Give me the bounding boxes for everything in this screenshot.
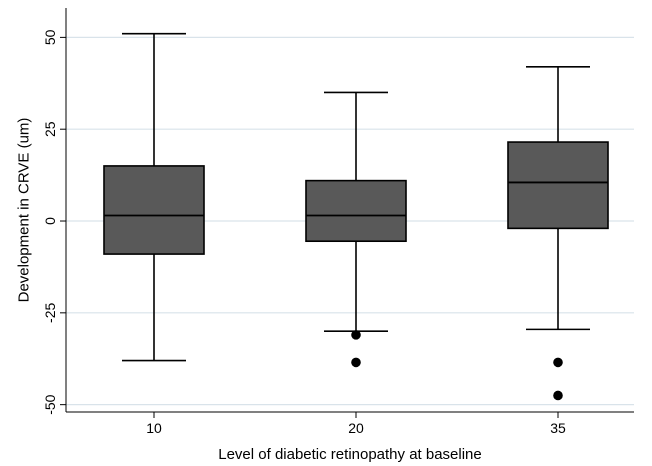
- y-ticks: -50 -25 0 25 50: [42, 29, 66, 415]
- outlier-point: [553, 357, 563, 368]
- iqr-box: [507, 141, 609, 230]
- x-axis-title: Level of diabetic retinopathy at baselin…: [218, 446, 482, 463]
- y-axis-title: Development in CRVE (um): [16, 118, 33, 303]
- iqr-box: [103, 165, 205, 255]
- outlier-point: [351, 330, 361, 340]
- y-tick-label: 0: [42, 217, 58, 225]
- x-ticks: 10 20 35: [146, 412, 566, 436]
- y-tick-label: -50: [42, 394, 58, 414]
- box-group-20: [305, 91, 407, 368]
- x-tick-label: 35: [550, 420, 566, 436]
- outlier-point: [351, 357, 361, 368]
- y-tick-label: -25: [42, 303, 58, 323]
- outlier-point: [553, 390, 563, 401]
- boxes: [103, 32, 609, 401]
- x-tick-label: 10: [146, 420, 162, 436]
- axes: [65, 8, 634, 413]
- y-tick-label: 25: [42, 121, 58, 137]
- y-tick-label: 50: [42, 29, 58, 45]
- box-group-10: [103, 32, 205, 362]
- box-group-35: [507, 65, 609, 401]
- iqr-box: [305, 179, 407, 243]
- x-tick-label: 20: [348, 420, 364, 436]
